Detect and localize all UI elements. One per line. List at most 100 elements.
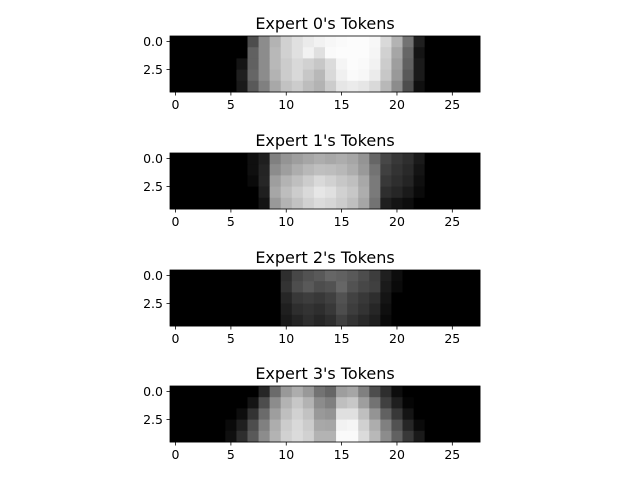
heatmap-cell	[380, 175, 392, 187]
heatmap-cell	[313, 292, 326, 304]
heatmap-cell	[203, 386, 215, 398]
heatmap-cell	[325, 281, 337, 293]
heatmap-cell	[336, 397, 348, 409]
heatmap-panel-2: Expert 2's Tokens 0 5 10 15 20 25 0.0 2.5	[143, 248, 481, 346]
x-tick-label: 20	[389, 214, 405, 229]
heatmap-cell	[203, 164, 215, 176]
heatmap-cell	[313, 47, 326, 59]
axes-frame	[169, 152, 481, 210]
heatmap-cell	[225, 47, 237, 59]
heatmap-cell	[435, 153, 448, 165]
heatmap-cell	[380, 292, 392, 304]
heatmap-cell	[247, 270, 259, 282]
heatmap-cell	[391, 47, 403, 59]
heatmap-cell	[225, 292, 237, 304]
heatmap-cell	[336, 303, 348, 316]
heatmap-cell	[391, 281, 403, 293]
heatmap-cell	[291, 386, 304, 398]
heatmap-cell	[192, 303, 204, 316]
heatmap-cell	[280, 281, 293, 293]
heatmap-cell	[347, 397, 359, 409]
heatmap-cell	[402, 47, 414, 59]
heatmap-cell	[214, 408, 226, 420]
heatmap-cell	[424, 47, 437, 59]
heatmap-cell	[225, 397, 237, 409]
heatmap-cell	[468, 281, 481, 293]
heatmap-cell	[446, 58, 459, 70]
heatmap-cell	[336, 270, 348, 282]
x-tick-label: 20	[389, 331, 405, 346]
heatmap-cell	[302, 197, 315, 210]
x-tick-label: 15	[334, 214, 350, 229]
heatmap-cell	[457, 175, 470, 187]
heatmap-cell	[313, 419, 326, 432]
heatmap-cell	[457, 58, 470, 70]
heatmap-cell	[181, 69, 193, 82]
heatmap-cell	[302, 292, 315, 304]
heatmap-cell	[181, 80, 193, 93]
heatmap-cell	[192, 69, 204, 82]
heatmap-cell	[457, 408, 470, 420]
heatmap-cell	[225, 175, 237, 187]
heatmap-cell	[203, 408, 215, 420]
heatmap-cell	[358, 58, 370, 70]
heatmap-cell	[170, 292, 182, 304]
heatmap-cell	[181, 153, 193, 165]
heatmap-cell	[313, 314, 326, 327]
heatmap-cell	[269, 197, 282, 210]
heatmap-cell	[302, 80, 315, 93]
heatmap-cell	[457, 153, 470, 165]
heatmap-cell	[435, 281, 448, 293]
heatmap-cell	[468, 270, 481, 282]
heatmap-cell	[468, 186, 481, 199]
heatmap-cell	[170, 153, 182, 165]
heatmap-cell	[313, 386, 326, 398]
heatmap-cell	[225, 186, 237, 199]
heatmap-cell	[181, 197, 193, 210]
heatmap-cell	[435, 175, 448, 187]
heatmap-cell	[402, 153, 414, 165]
heatmap-cell	[336, 197, 348, 210]
heatmap-cell	[457, 303, 470, 316]
heatmap-cell	[325, 292, 337, 304]
heatmap-cell	[391, 292, 403, 304]
heatmap-cell	[236, 69, 248, 82]
y-tick-label: 2.5	[143, 412, 163, 427]
heatmap-cell	[380, 80, 392, 93]
heatmap-cell	[181, 186, 193, 199]
heatmap-cell	[336, 58, 348, 70]
heatmap-cell	[214, 47, 226, 59]
heatmap-cell	[468, 153, 481, 165]
heatmap-cell	[214, 397, 226, 409]
heatmap-cell	[258, 430, 271, 443]
heatmap-cell	[380, 419, 392, 432]
heatmap-cell	[446, 36, 459, 48]
heatmap-cell	[325, 47, 337, 59]
heatmap-cell	[269, 430, 282, 443]
heatmap-cell	[446, 292, 459, 304]
heatmap-cell	[302, 186, 315, 199]
x-tick-label: 5	[227, 97, 235, 112]
y-tick-label: 2.5	[143, 296, 163, 311]
heatmap-cell	[302, 408, 315, 420]
heatmap-cell	[291, 36, 304, 48]
heatmap-cell	[236, 186, 248, 199]
heatmap-cell	[468, 397, 481, 409]
heatmap-cell	[369, 314, 381, 327]
heatmap-panel-3: Expert 3's Tokens 0 5 10 15 20 25 0.0 2.5	[143, 364, 481, 462]
heatmap-cell	[170, 386, 182, 398]
heatmap-cell	[247, 47, 259, 59]
heatmap-cell	[313, 80, 326, 93]
heatmap-cell	[424, 186, 437, 199]
heatmap-cell	[325, 69, 337, 82]
heatmap-cell	[391, 408, 403, 420]
heatmap-cell	[225, 430, 237, 443]
heatmap-cell	[192, 281, 204, 293]
heatmap-cell	[424, 58, 437, 70]
heatmap-cell	[291, 419, 304, 432]
heatmap-cell	[269, 270, 282, 282]
heatmap-cell	[369, 386, 381, 398]
heatmap-cell	[435, 36, 448, 48]
heatmap-cell	[380, 314, 392, 327]
heatmap-cell	[336, 69, 348, 82]
